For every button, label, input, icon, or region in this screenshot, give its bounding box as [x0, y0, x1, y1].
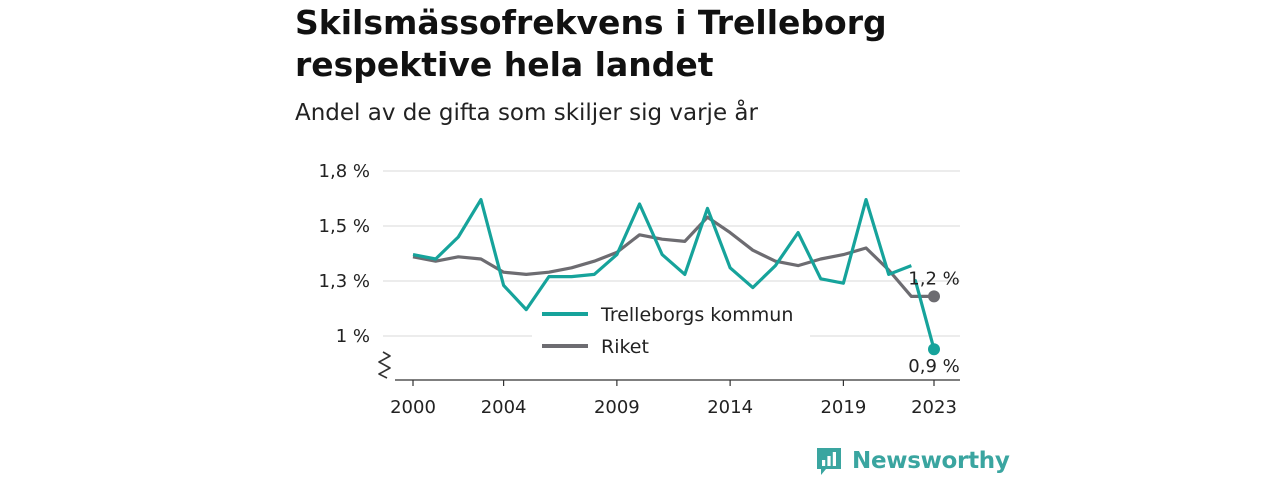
series-line-final-segment [913, 279, 936, 351]
series-lines [412, 198, 940, 356]
chart-subtitle: Andel av de gifta som skiljer sig varje … [295, 100, 758, 126]
series-end-label: 0,9 % [908, 356, 959, 377]
newsworthy-logo-icon [817, 448, 841, 475]
series-end-point [928, 290, 940, 303]
chart-title-line1: Skilsmässofrekvens i Trelleborg [295, 3, 887, 42]
x-axis: 2000 2004 2009 2014 2019 2023 [390, 379, 960, 418]
legend-label: Trelleborgs kommun [600, 304, 793, 326]
legend: Trelleborgs kommun Riket [532, 296, 810, 364]
y-tick-label: 1 % [336, 326, 370, 347]
x-tick-label: 2000 [390, 397, 436, 418]
chart-title: Skilsmässofrekvens i Trelleborg respekti… [295, 2, 995, 86]
series-line [412, 198, 912, 312]
series-end-point [928, 343, 940, 356]
x-tick-label: 2014 [707, 397, 753, 418]
end-labels: 0,9 % 1,2 % [908, 268, 959, 377]
x-tick-label: 2023 [911, 397, 957, 418]
series-line [412, 215, 934, 298]
chart-title-line2: respektive hela landet [295, 45, 714, 84]
x-tick-label: 2009 [594, 397, 640, 418]
y-tick-label: 1,8 % [319, 161, 370, 182]
gridlines [383, 170, 960, 337]
axis-break-zigzag [378, 351, 391, 379]
y-tick-label: 1,3 % [319, 271, 370, 292]
series-end-label: 1,2 % [908, 268, 959, 289]
x-tick-label: 2004 [481, 397, 527, 418]
axis-break-mark [378, 351, 391, 379]
legend-background [532, 296, 810, 364]
newsworthy-logo: Newsworthy [814, 446, 1010, 476]
y-tick-label: 1,5 % [319, 216, 370, 237]
x-tick-label: 2019 [820, 397, 866, 418]
newsworthy-logo-text: Newsworthy [852, 448, 1010, 474]
y-axis-tick-labels: 1 % 1,3 % 1,5 % 1,8 % [319, 161, 370, 347]
legend-label: Riket [601, 336, 649, 358]
